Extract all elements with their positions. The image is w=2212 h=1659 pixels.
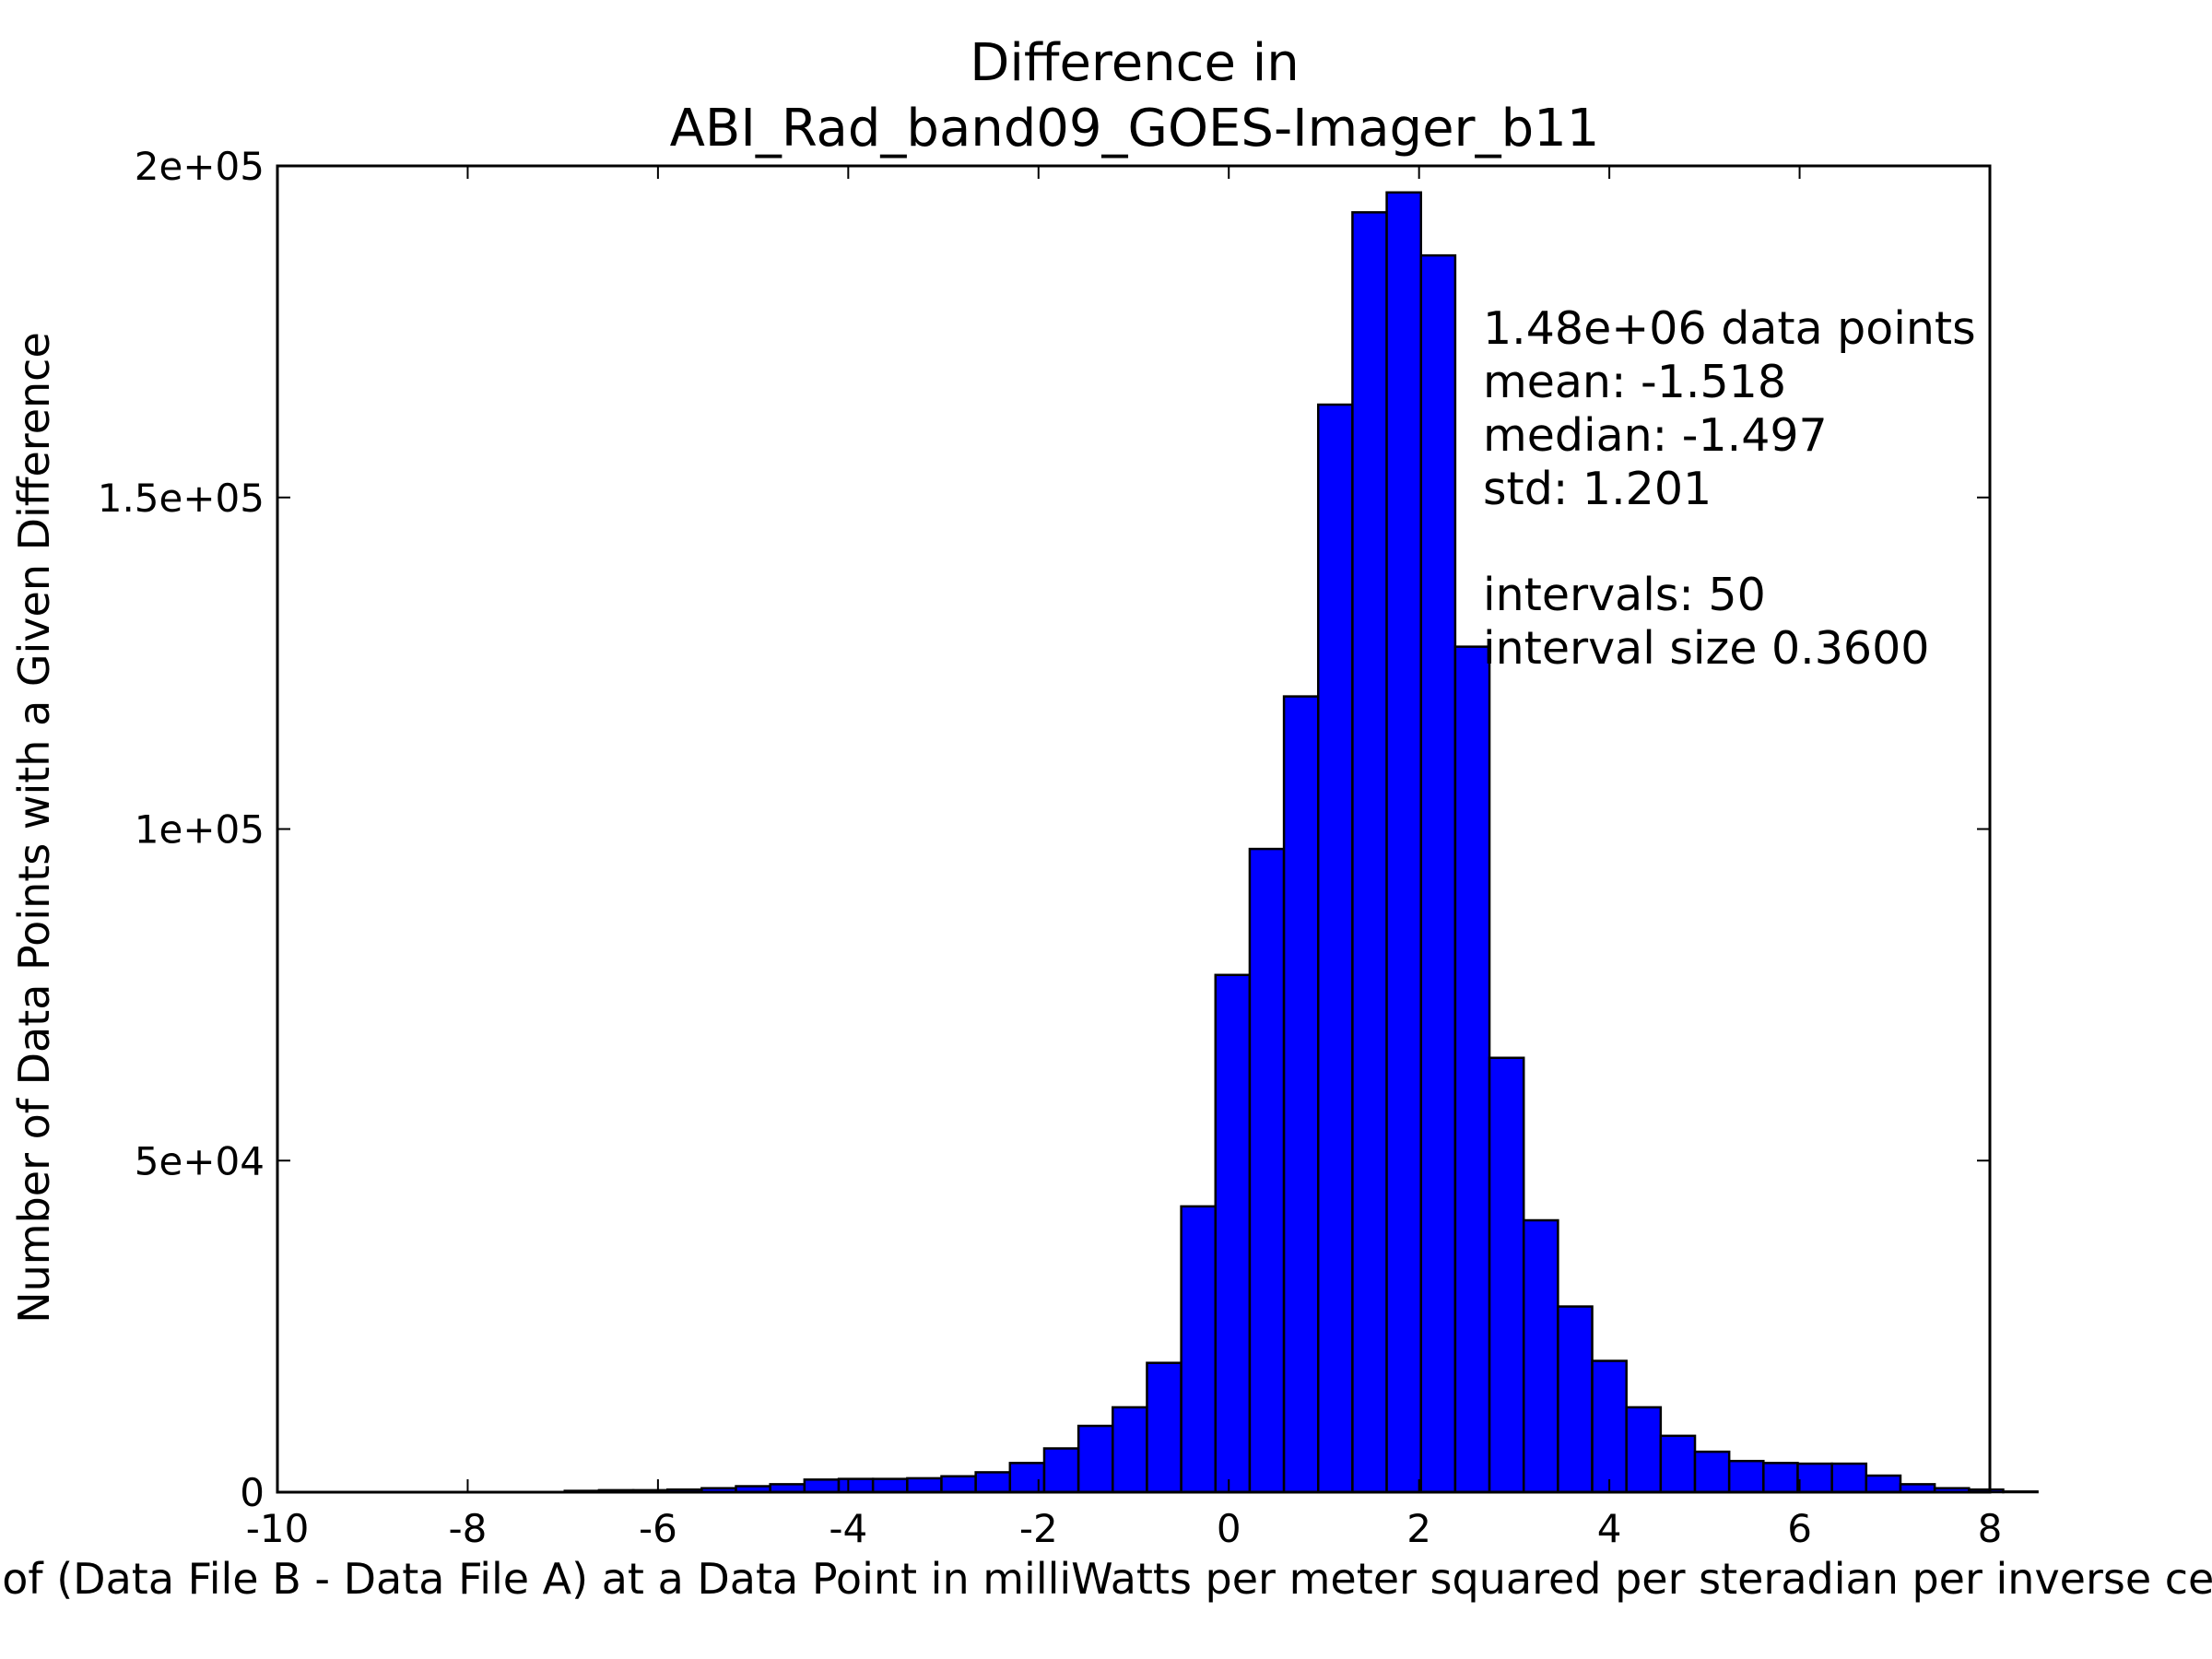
histogram-bar <box>1112 1406 1148 1494</box>
x-tick-label: -8 <box>448 1506 487 1551</box>
annotation-intervals: intervals: 50 <box>1483 569 1766 621</box>
histogram-bar <box>906 1477 943 1494</box>
histogram-bar <box>1727 1459 1765 1494</box>
x-axis-label: Value of (Data File B - Data File A) at … <box>0 1554 2212 1604</box>
y-tick-labels: 0 5e+04 1e+05 1.5e+05 2e+05 <box>98 144 265 1515</box>
histogram-bar <box>871 1477 909 1494</box>
histogram-bar <box>1830 1462 1868 1494</box>
y-tick-label: 1e+05 <box>135 807 265 853</box>
y-tick-label: 2e+05 <box>135 144 265 189</box>
annotation-data-points: 1.48e+06 data points <box>1483 302 1976 355</box>
histogram-bar <box>837 1477 875 1494</box>
histogram-bar <box>1282 695 1320 1494</box>
chart-title-line-1: Difference in <box>970 33 1300 93</box>
histogram-bar <box>1488 1056 1525 1494</box>
x-tick-labels: -10 -8 -6 -4 -2 0 2 4 6 8 <box>246 1506 2003 1551</box>
chart-title-line-2: ABI_Rad_band09_GOES-Imager_b11 <box>670 99 1600 159</box>
histogram-bar <box>1214 973 1252 1494</box>
histogram-bar <box>2002 1490 2039 1494</box>
histogram-bar <box>1453 645 1491 1494</box>
y-tick-label: 0 <box>240 1470 265 1515</box>
x-tick-label: -10 <box>246 1506 310 1551</box>
histogram-bar <box>1522 1218 1559 1494</box>
x-tick-label: 2 <box>1406 1506 1431 1551</box>
histogram-bar <box>1180 1205 1218 1494</box>
y-axis-label: Number of Data Points with a Given Diffe… <box>9 332 59 1324</box>
histogram-bar <box>1659 1434 1697 1494</box>
x-tick-label: -2 <box>1019 1506 1058 1551</box>
histogram-bar <box>940 1475 977 1494</box>
annotation-interval-size: interval size 0.3600 <box>1483 622 1929 675</box>
histogram-bar <box>1146 1361 1182 1494</box>
histogram-bar <box>1419 253 1457 1494</box>
histogram-bar <box>974 1471 1012 1494</box>
histogram-bar <box>1248 847 1286 1494</box>
histogram-bar <box>1557 1305 1594 1494</box>
x-tick-label: 8 <box>1978 1506 2003 1551</box>
histogram-bar <box>803 1478 841 1494</box>
histogram-bar <box>1693 1450 1731 1494</box>
statistics-annotation: 1.48e+06 data points mean: -1.518 median… <box>1483 302 1976 675</box>
histogram-bar <box>1625 1406 1663 1494</box>
annotation-mean: mean: -1.518 <box>1483 356 1786 408</box>
x-tick-label: -4 <box>829 1506 867 1551</box>
y-tick-label: 5e+04 <box>135 1138 265 1183</box>
histogram-bar <box>1042 1447 1080 1494</box>
x-tick-label: 4 <box>1597 1506 1622 1551</box>
histogram-bar <box>1591 1359 1628 1494</box>
plot-frame <box>276 164 1992 1494</box>
annotation-median: median: -1.497 <box>1483 409 1828 462</box>
annotation-std: std: 1.201 <box>1483 463 1712 515</box>
histogram-bar <box>1351 211 1388 1494</box>
histogram-bar <box>1762 1462 1799 1494</box>
histogram-bar <box>1385 191 1422 1494</box>
x-tick-label: 6 <box>1787 1506 1812 1551</box>
histogram-bar <box>1865 1474 1902 1494</box>
histogram-bars <box>563 191 2039 1494</box>
x-tick-label: 0 <box>1217 1506 1241 1551</box>
histogram-bar <box>1077 1424 1114 1494</box>
x-tick-label: -6 <box>639 1506 677 1551</box>
y-tick-label: 1.5e+05 <box>98 476 265 521</box>
histogram-bar <box>1317 403 1354 1494</box>
histogram-bar <box>1796 1462 1833 1494</box>
